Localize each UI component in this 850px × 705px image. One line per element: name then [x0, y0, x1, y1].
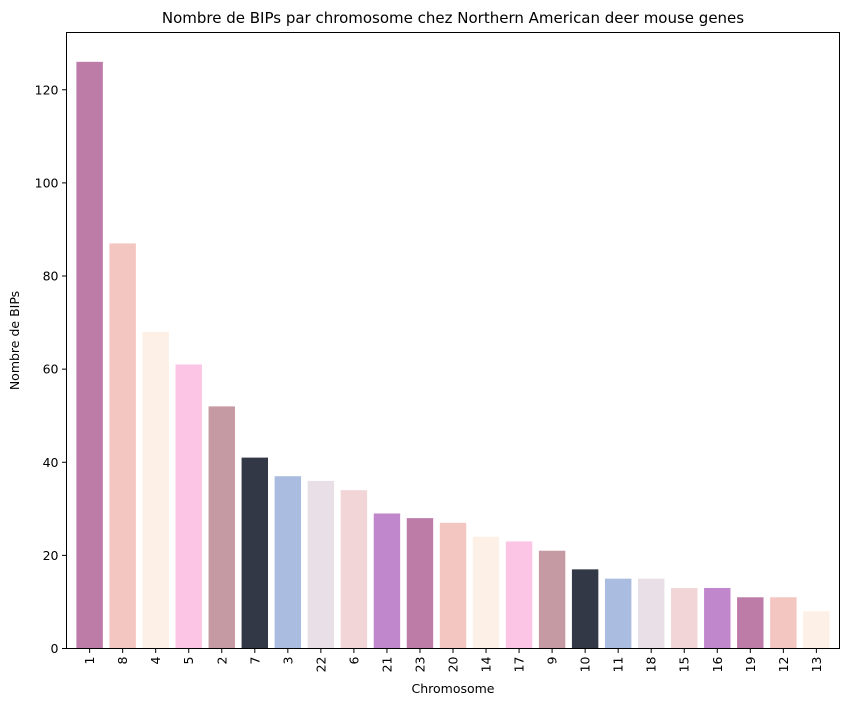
bar-chromosome-5: [175, 364, 202, 649]
plot-frame: [66, 32, 840, 649]
x-tick-label: 18: [644, 656, 659, 672]
x-tick-label: 22: [313, 657, 328, 673]
y-tick-label: 60: [43, 362, 59, 377]
bar-chromosome-9: [538, 550, 566, 649]
x-tick-label: 13: [809, 657, 824, 673]
x-tick-label: 14: [479, 656, 494, 672]
x-tick-label: 9: [545, 656, 560, 664]
bar-chromosome-21: [373, 513, 401, 649]
y-tick-label: 80: [43, 269, 59, 284]
bar-chromosome-2: [208, 406, 235, 649]
y-axis-label: Nombre de BIPs: [7, 291, 22, 390]
y-tick-label: 0: [51, 641, 59, 656]
y-axis: 0 20 40 60 80 100 120: [35, 82, 67, 656]
x-tick-label: 20: [446, 656, 461, 672]
bar-chromosome-18: [637, 578, 665, 649]
x-tick-label: 16: [710, 656, 725, 672]
bar-chromosome-11: [604, 578, 632, 649]
x-axis: 1 8 4 5 2 7 3 22 6 21 23 20 14 17 9 10 11 18 15 16 19 12 13: [82, 648, 824, 673]
bar-chromosome-6: [340, 490, 368, 649]
x-tick-label: 17: [512, 657, 527, 673]
y-tick-label: 120: [35, 82, 59, 97]
x-tick-label: 21: [379, 657, 394, 673]
x-tick-label: 7: [247, 657, 262, 665]
bar-chromosome-17: [505, 541, 533, 649]
x-tick-label: 3: [280, 657, 295, 665]
bar-chromosome-10: [571, 569, 599, 649]
x-tick-label: 2: [214, 657, 229, 665]
x-tick-label: 10: [578, 656, 593, 672]
x-tick-label: 11: [611, 657, 626, 673]
x-tick-label: 12: [776, 657, 791, 673]
bar-chromosome-20: [439, 522, 467, 649]
bar-chromosome-1: [76, 61, 103, 649]
bar-chromosome-3: [274, 476, 302, 649]
chart-title: Nombre de BIPs par chromosome chez North…: [162, 9, 744, 27]
bar-chromosome-7: [241, 457, 269, 649]
x-tick-label: 1: [82, 657, 97, 665]
bar-chromosome-4: [142, 331, 169, 649]
y-tick-label: 40: [43, 455, 59, 470]
bar-chromosome-22: [307, 480, 335, 649]
x-tick-label: 4: [148, 656, 163, 664]
x-tick-label: 5: [181, 657, 196, 665]
bar-chromosome-14: [472, 536, 500, 649]
bar-chromosome-12: [770, 597, 797, 649]
x-tick-label: 15: [677, 657, 692, 673]
x-tick-label: 6: [346, 656, 361, 664]
bar-chromosome-13: [803, 611, 830, 649]
bars-group: [76, 61, 830, 649]
bar-chromosome-16: [704, 587, 731, 649]
bar-chromosome-15: [671, 587, 698, 649]
x-tick-label: 23: [412, 657, 427, 673]
x-axis-label: Chromosome: [411, 681, 494, 696]
x-tick-label: 19: [743, 656, 758, 672]
bar-chromosome-8: [109, 243, 136, 649]
y-tick-label: 20: [43, 548, 59, 563]
x-tick-label: 8: [115, 656, 130, 664]
bar-chromosome-23: [406, 518, 434, 649]
y-tick-label: 100: [35, 175, 59, 190]
bar-chromosome-19: [737, 597, 764, 649]
